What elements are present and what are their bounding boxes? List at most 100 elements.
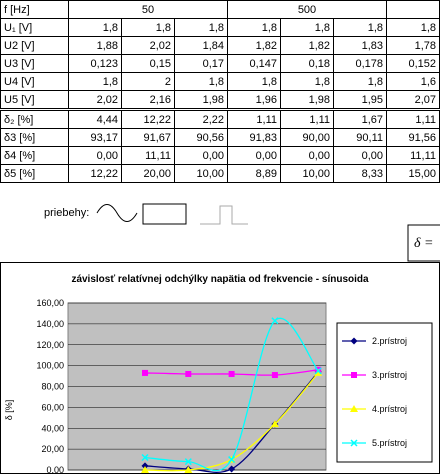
y-tick-label: 140,00 bbox=[36, 319, 64, 329]
data-point bbox=[314, 367, 322, 375]
row-label: U3 [V] bbox=[0, 54, 69, 73]
cell: 0,00 bbox=[280, 146, 334, 165]
cell: 1,8 bbox=[174, 72, 228, 91]
row-label: U5 [V] bbox=[0, 90, 69, 111]
formula-box bbox=[407, 224, 440, 262]
row-label: δ5 [%] bbox=[0, 164, 69, 183]
cell: 2 bbox=[121, 72, 175, 91]
empty-icon bbox=[142, 203, 187, 225]
data-table: f [Hz] 50 500 U₁ [V] 1,8 1,8 1,8 1,8 1,8 1,8 1,… bbox=[0, 0, 440, 183]
legend-label: 5.prístroj bbox=[372, 438, 407, 448]
cell: 0,00 bbox=[174, 146, 228, 165]
cell: 1,11 bbox=[227, 109, 281, 129]
data-point bbox=[185, 370, 192, 377]
y-tick-label: 80,00 bbox=[41, 382, 64, 392]
data-point bbox=[184, 458, 192, 466]
data-point bbox=[228, 465, 236, 473]
cell: 90,11 bbox=[333, 128, 387, 147]
pulse-icon bbox=[200, 205, 248, 225]
cell: 1,82 bbox=[280, 36, 334, 55]
y-tick-label: 120,00 bbox=[36, 340, 64, 350]
row-label: δ3 [%] bbox=[0, 128, 69, 147]
cell: 1,8 bbox=[333, 72, 387, 91]
y-tick-label: 160,00 bbox=[36, 298, 64, 308]
cell: 2,22 bbox=[174, 109, 228, 129]
cell: 1,88 bbox=[68, 36, 122, 55]
cell: 1,8 bbox=[333, 18, 387, 37]
cell: 1,11 bbox=[386, 109, 440, 129]
data-point bbox=[270, 420, 279, 428]
waveforms-label: priebehy: bbox=[44, 207, 89, 219]
cell: 8,89 bbox=[227, 164, 281, 183]
cell: 1,96 bbox=[227, 90, 281, 111]
cell: 0,152 bbox=[386, 54, 440, 73]
cell: 91,56 bbox=[386, 128, 440, 147]
cell: 1,95 bbox=[333, 90, 387, 111]
cell: 0,123 bbox=[68, 54, 122, 73]
cell: 1,11 bbox=[280, 109, 334, 129]
cell: 1,8 bbox=[174, 18, 228, 37]
freq-header: 50 bbox=[68, 0, 228, 19]
cell: 1,8 bbox=[227, 72, 281, 91]
cell: 10,00 bbox=[174, 164, 228, 183]
cell: 11,11 bbox=[121, 146, 175, 165]
cell: 0,18 bbox=[280, 54, 334, 73]
cell: 1,82 bbox=[227, 36, 281, 55]
freq-header: 500 bbox=[227, 0, 387, 19]
cell: 2,16 bbox=[121, 90, 175, 111]
cell: 11,11 bbox=[386, 146, 440, 165]
header-label: f [Hz] bbox=[0, 0, 69, 19]
cell: 20,00 bbox=[121, 164, 175, 183]
cell: 91,83 bbox=[227, 128, 281, 147]
sine-icon bbox=[96, 204, 138, 222]
legend-label: 2.prístroj bbox=[372, 336, 407, 346]
series-line bbox=[144, 317, 319, 472]
y-axis-label: δ [%] bbox=[4, 400, 14, 421]
cell: 1,78 bbox=[386, 36, 440, 55]
cell: 1,8 bbox=[68, 18, 122, 37]
cell: 1,8 bbox=[68, 72, 122, 91]
y-tick-label: 100,00 bbox=[36, 361, 64, 371]
formula: δ = bbox=[414, 236, 433, 251]
cell bbox=[386, 0, 440, 19]
cell: 12,22 bbox=[68, 164, 122, 183]
legend bbox=[336, 322, 433, 463]
cell: 1,98 bbox=[174, 90, 228, 111]
legend-marker bbox=[350, 439, 358, 447]
row-label: δ₂ [%] bbox=[0, 109, 69, 129]
data-point bbox=[141, 462, 149, 470]
data-point bbox=[228, 370, 235, 377]
cell: 90,56 bbox=[174, 128, 228, 147]
cell: 0,178 bbox=[333, 54, 387, 73]
cell: 2,07 bbox=[386, 90, 440, 111]
cell: 8,33 bbox=[333, 164, 387, 183]
cell: 1,83 bbox=[333, 36, 387, 55]
cell: 1,67 bbox=[333, 109, 387, 129]
cell: 10,00 bbox=[280, 164, 334, 183]
cell: 1,8 bbox=[280, 72, 334, 91]
data-point bbox=[141, 466, 149, 473]
cell: 93,17 bbox=[68, 128, 122, 147]
cell: 0,00 bbox=[227, 146, 281, 165]
cell: 1,8 bbox=[280, 18, 334, 37]
row-label: δ4 [%] bbox=[0, 146, 69, 165]
chart-title: závislosť relatívnej odchýlky napätia od… bbox=[71, 274, 369, 285]
row-label: U₁ [V] bbox=[0, 18, 69, 37]
cell: 2,02 bbox=[121, 36, 175, 55]
row-label: U2 [V] bbox=[0, 36, 69, 55]
legend-label: 3.prístroj bbox=[372, 370, 407, 380]
cell: 0,00 bbox=[333, 146, 387, 165]
cell: 4,44 bbox=[68, 109, 122, 129]
legend-marker bbox=[350, 405, 358, 412]
data-point bbox=[141, 453, 149, 462]
y-tick-label: 0,00 bbox=[46, 465, 64, 474]
cell: 1,6 bbox=[386, 72, 440, 91]
data-point bbox=[271, 372, 278, 379]
cell: 1,8 bbox=[121, 18, 175, 37]
data-point bbox=[184, 466, 193, 473]
data-point bbox=[142, 369, 148, 376]
cell: 2,02 bbox=[68, 90, 122, 111]
cell: 15,00 bbox=[386, 164, 440, 183]
